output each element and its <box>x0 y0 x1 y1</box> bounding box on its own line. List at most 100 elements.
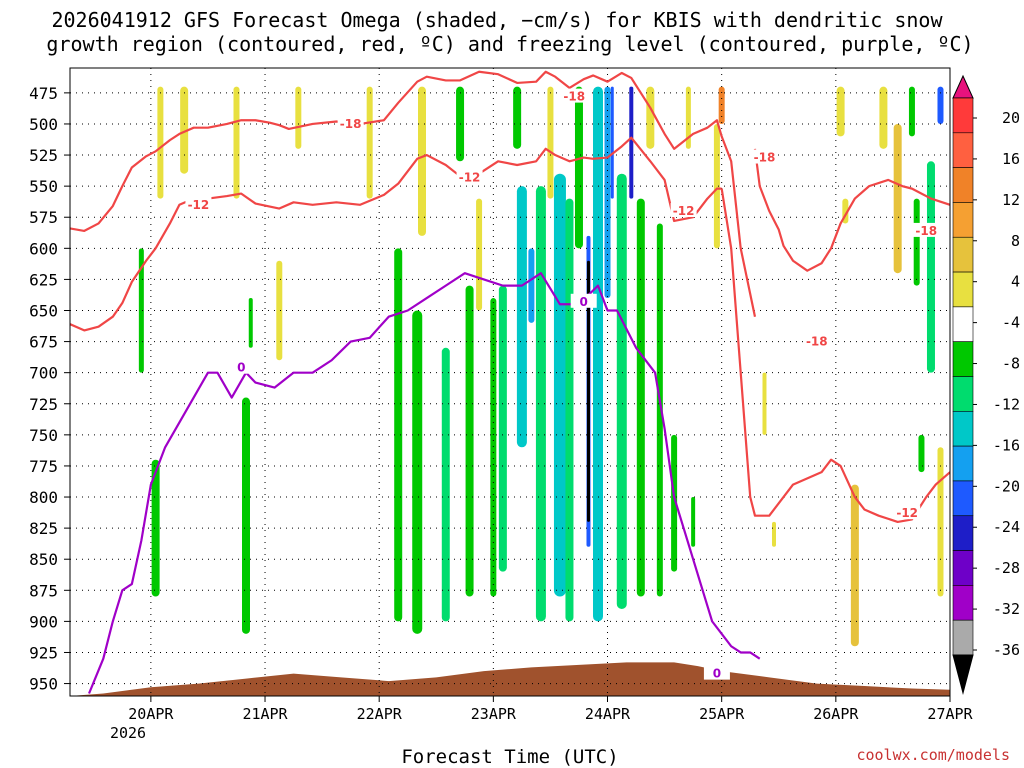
x-tick-label: 26APR <box>813 705 859 723</box>
colorbar-label: -4 <box>1002 314 1020 332</box>
omega-blob <box>248 298 253 348</box>
x-year-label: 2026 <box>110 724 146 742</box>
colorbar-label: 12 <box>1002 191 1020 209</box>
contour-label: 0 <box>713 667 721 681</box>
omega-blob <box>691 497 696 547</box>
x-tick-label: 21APR <box>242 705 288 723</box>
contour-label: -18 <box>806 335 828 349</box>
x-tick-label: 22APR <box>357 705 403 723</box>
contour-label: 0 <box>237 361 245 375</box>
x-axis-title: Forecast Time (UTC) <box>401 746 618 768</box>
omega-blob <box>586 260 590 522</box>
colorbar-swatch <box>952 480 974 517</box>
y-tick-label: 950 <box>29 675 58 694</box>
colorbar-label: 16 <box>1002 150 1020 168</box>
y-tick-label: 550 <box>29 177 58 196</box>
omega-blob <box>295 86 302 149</box>
contour-label: -18 <box>340 117 362 131</box>
colorbar-label: 8 <box>1011 232 1020 250</box>
contour-label-bg <box>337 115 364 130</box>
terrain <box>70 662 950 696</box>
colorbar-top-arrow <box>952 74 974 99</box>
omega-blob <box>937 86 944 124</box>
omega-blob <box>441 347 450 622</box>
omega-blob <box>685 86 691 149</box>
y-tick-label: 600 <box>29 239 58 258</box>
omega-blob <box>574 86 583 249</box>
y-tick-label: 800 <box>29 488 58 507</box>
y-tick-label: 500 <box>29 115 58 134</box>
colorbar-swatch <box>952 202 974 238</box>
colorbar-label: -20 <box>993 477 1020 495</box>
omega-blob <box>547 86 554 199</box>
omega-blob <box>629 86 634 199</box>
omega-blob <box>476 198 483 311</box>
colorbar-swatch <box>952 306 974 342</box>
omega-blob <box>836 86 845 137</box>
y-tick-label: 900 <box>29 612 58 631</box>
credit-text[interactable]: coolwx.com/models <box>856 746 1010 764</box>
contour-label: -12 <box>896 506 918 520</box>
y-tick-label: 625 <box>29 270 58 289</box>
colorbar-swatch <box>952 97 974 134</box>
omega-blob <box>157 86 164 199</box>
colorbar-swatch <box>952 341 974 377</box>
y-tick-label: 575 <box>29 208 58 227</box>
contour-label: -18 <box>754 151 776 165</box>
contour-label-bg <box>751 149 778 164</box>
omega-blob <box>850 484 859 647</box>
omega-blob <box>242 397 250 634</box>
omega-blob <box>528 248 535 323</box>
colorbar-swatch <box>952 167 974 203</box>
chart-title-line2: growth region (contoured, red, ºC) and f… <box>46 32 973 56</box>
omega-blob <box>604 86 611 299</box>
contour-label: -12 <box>673 204 695 218</box>
omega-blob <box>276 260 283 361</box>
omega-blob <box>926 161 935 373</box>
x-axis: 20APR 21APR 22APR 23APR 24APR 25APR 26APR 27APR <box>128 696 974 723</box>
contour-label-bg <box>703 665 730 680</box>
colorbar-label: 20 <box>1002 109 1020 127</box>
contour-label-bg <box>561 88 588 103</box>
omega-blob <box>616 173 627 609</box>
colorbar-swatch <box>952 585 974 621</box>
terrain-fill <box>70 662 950 696</box>
x-tick-label: 25APR <box>699 705 745 723</box>
colorbar-swatch <box>952 515 974 551</box>
contour-label-bg <box>1008 334 1024 348</box>
colorbar-label: -8 <box>1002 355 1020 373</box>
contour-line <box>70 70 757 317</box>
colorbar-label: 4 <box>1011 273 1020 291</box>
contour-label: -18 <box>915 224 937 238</box>
y-tick-label: 875 <box>29 581 58 600</box>
omega-blob <box>412 310 423 634</box>
contour-label-bg <box>894 505 921 520</box>
colorbar-label: -28 <box>993 559 1020 577</box>
omega-blob <box>366 86 373 199</box>
omega-blob <box>762 372 767 435</box>
omega-blob <box>646 86 655 149</box>
y-axis: 475 500 525 550 575 600 625 650 675 700 725 750 775 8… <box>29 84 70 694</box>
omega-blob <box>180 86 189 174</box>
y-tick-label: 725 <box>29 395 58 414</box>
omega-blob <box>772 521 776 547</box>
omega-blob <box>636 198 645 597</box>
colorbar-label: -16 <box>993 436 1020 454</box>
y-tick-label: 925 <box>29 643 58 662</box>
omega-blob <box>516 186 527 448</box>
y-tick-label: 700 <box>29 364 58 383</box>
contour-label-bg <box>456 169 483 184</box>
colorbar-label: -32 <box>993 600 1020 618</box>
colorbar-swatch <box>952 619 974 656</box>
y-tick-label: 850 <box>29 550 58 569</box>
y-tick-label: 525 <box>29 146 58 165</box>
contour-line <box>753 148 950 272</box>
omega-blob <box>418 86 426 236</box>
omega-blob <box>879 86 888 149</box>
omega-blob <box>498 285 507 572</box>
contour-label-bg <box>670 203 697 218</box>
colorbar-swatch <box>952 445 974 482</box>
y-tick-label: 750 <box>29 426 58 445</box>
plot-frame <box>69 67 951 697</box>
y-tick-label: 825 <box>29 519 58 538</box>
